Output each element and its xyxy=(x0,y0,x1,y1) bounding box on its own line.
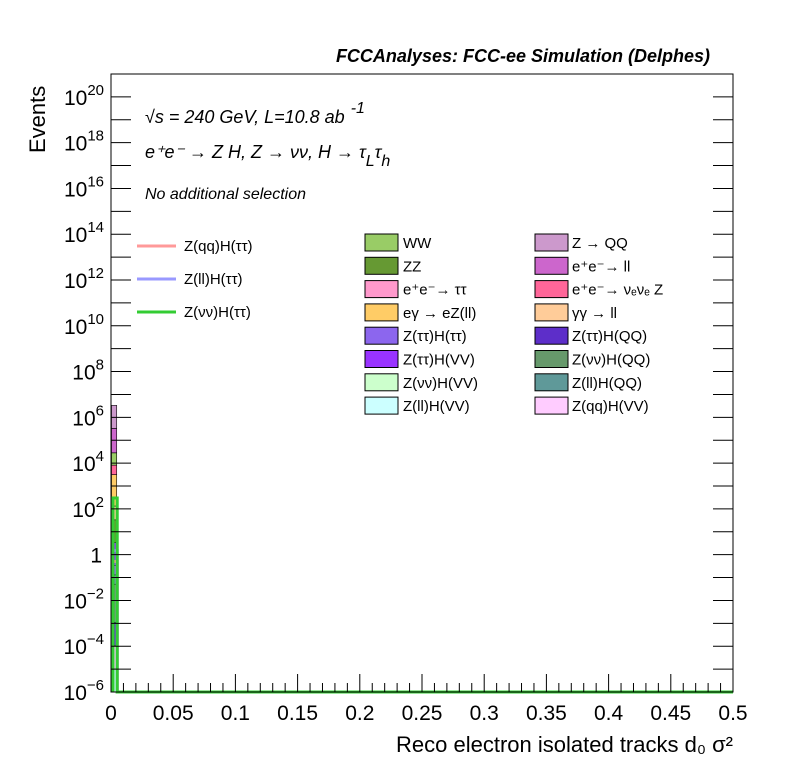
legend-bkg-swatch xyxy=(364,303,399,322)
y-tick-label: 10−2 xyxy=(64,585,104,613)
chart-header-title: FCCAnalyses: FCC-ee Simulation (Delphes) xyxy=(336,46,710,66)
x-tick-label: 0.5 xyxy=(718,702,747,725)
legend-bkg-swatch xyxy=(534,326,569,345)
y-axis-title: Events xyxy=(25,86,50,153)
legend-bkg-label: eγ → eZ(ll) xyxy=(403,305,476,322)
legend-bkg-label: e⁺e⁻→ ττ xyxy=(403,282,467,299)
legend-bkg-swatch xyxy=(534,233,569,252)
legend-backgrounds: WW ZZ e⁺e⁻→ ττ eγ → eZ(ll) Z(ττ)H(ττ) Z(ττ)H(… xyxy=(364,233,663,415)
signal-line-0 xyxy=(111,560,733,694)
x-axis-title: Reco electron isolated tracks d₀ σ² xyxy=(396,732,733,757)
legend-bkg-swatch xyxy=(364,233,399,252)
legend-bkg-swatch xyxy=(534,256,569,275)
legend-bkg-swatch xyxy=(364,373,399,392)
signal-line-2 xyxy=(111,496,733,694)
x-axis-ticks: 0 0.05 0.1 0.15 0.2 0.25 0.3 0.35 0.4 0.45 0.5 xyxy=(105,674,748,725)
y-tick-label: 104 xyxy=(72,448,104,476)
legend-bkg-label: Z(ττ)H(VV) xyxy=(403,352,475,369)
annotations: √s = 240 GeV, L=10.8 ab -1 e⁺e⁻ → Z H, Z … xyxy=(145,100,390,203)
x-tick-label: 0.35 xyxy=(526,702,567,725)
legend-bkg-swatch xyxy=(534,396,569,415)
legend-signal-label: Z(ll)H(ττ) xyxy=(184,271,243,288)
y-tick-label: 102 xyxy=(72,494,104,522)
y-tick-label: 1020 xyxy=(64,82,104,110)
y-tick-label: 106 xyxy=(72,402,104,430)
legend-bkg-swatch xyxy=(364,256,399,275)
legend-bkg-label: WW xyxy=(403,235,432,252)
y-tick-label: 1018 xyxy=(64,128,104,156)
signal-line-1 xyxy=(111,549,733,694)
x-tick-label: 0.05 xyxy=(153,702,194,725)
signal-lines xyxy=(111,496,733,694)
legend-bkg-label: Z → QQ xyxy=(572,235,628,252)
legend-bkg-label: Z(νν)H(QQ) xyxy=(572,352,650,369)
legend-bkg-swatch xyxy=(364,396,399,415)
legend-bkg-label: Z(νν)H(VV) xyxy=(403,375,478,392)
y-tick-label: 108 xyxy=(72,357,104,385)
legend-signals: Z(qq)H(ττ) Z(ll)H(ττ) Z(νν)H(ττ) xyxy=(137,238,253,321)
annotation-selection: No additional selection xyxy=(145,186,306,203)
x-tick-label: 0.15 xyxy=(277,702,318,725)
y-tick-label: 1 xyxy=(90,545,102,568)
y-tick-label: 1016 xyxy=(64,173,104,201)
legend-bkg-label: Z(ττ)H(ττ) xyxy=(403,328,467,345)
legend-bkg-label: Z(qq)H(VV) xyxy=(572,398,649,415)
y-tick-label: 1010 xyxy=(64,311,104,339)
legend-bkg-swatch xyxy=(534,280,569,299)
y-tick-label: 1012 xyxy=(64,265,104,293)
annotation-process: e⁺e⁻ → Z H, Z → νν, H → τLτh xyxy=(145,142,390,170)
legend-bkg-label: Z(ll)H(QQ) xyxy=(572,375,642,392)
legend-bkg-swatch xyxy=(534,373,569,392)
legend-signal-label: Z(qq)H(ττ) xyxy=(184,238,253,255)
legend-bkg-label: e⁺e⁻→ νₑνₑ Z xyxy=(572,282,663,299)
y-tick-label: 10−6 xyxy=(64,677,104,705)
legend-bkg-label: Z(ττ)H(QQ) xyxy=(572,328,647,345)
x-tick-label: 0.3 xyxy=(470,702,499,725)
x-tick-label: 0.25 xyxy=(402,702,443,725)
annotation-energy-lumi: √s = 240 GeV, L=10.8 ab -1 xyxy=(145,100,365,127)
legend-signal-label: Z(νν)H(ττ) xyxy=(184,304,251,321)
x-tick-label: 0.4 xyxy=(594,702,624,725)
legend-bkg-label: Z(ll)H(VV) xyxy=(403,398,470,415)
y-tick-label: 1014 xyxy=(64,219,104,247)
y-axis-ticks: 10−6 10−4 10−2 1 102 104 106 108 1010 1012 1014 101… xyxy=(64,73,733,705)
legend-bkg-label: e⁺e⁻→ ll xyxy=(572,258,630,275)
legend-bkg-label: ZZ xyxy=(403,258,421,275)
x-tick-label: 0.45 xyxy=(650,702,691,725)
x-tick-label: 0 xyxy=(105,702,117,725)
legend-bkg-swatch xyxy=(364,280,399,299)
x-tick-label: 0.2 xyxy=(345,702,374,725)
legend-bkg-label: γγ → ll xyxy=(572,305,617,322)
legend-bkg-swatch xyxy=(534,303,569,322)
legend-bkg-swatch xyxy=(364,350,399,368)
y-tick-label: 10−4 xyxy=(64,631,104,659)
stack-bar-10 xyxy=(111,464,118,475)
legend-bkg-swatch xyxy=(364,326,399,345)
legend-bkg-swatch xyxy=(534,350,569,368)
x-tick-label: 0.1 xyxy=(221,702,250,725)
